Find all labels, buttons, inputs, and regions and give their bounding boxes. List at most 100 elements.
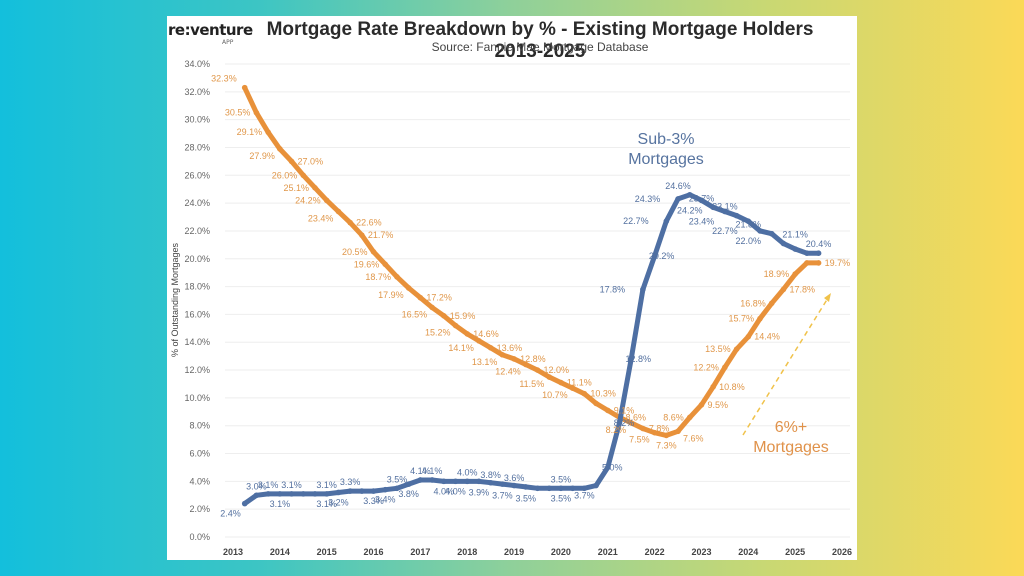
series-lines [241,84,822,507]
data-point-6plus [464,331,471,337]
data-point-sub3 [253,492,260,499]
y-tick-label: 34.0% [184,59,210,69]
data-label-6plus: 9.5% [707,400,728,410]
data-label-sub3: 21.1% [782,229,808,239]
brand-logo-subtext: APP [222,39,234,46]
data-label-sub3: 3.8% [398,489,419,499]
data-label-sub3: 3.1% [316,499,337,509]
annotation-dashed-arrow [742,297,829,436]
y-axis-label: % of Outstanding Mortgages [170,242,180,357]
x-tick-label: 2013 [223,547,243,557]
data-label-sub3: 23.1% [712,202,738,212]
data-point-sub3 [394,485,400,492]
series-line-sub3 [242,192,822,507]
y-tick-label: 14.0% [184,337,210,347]
data-label-sub3: 22.0% [736,236,762,246]
data-label-6plus: 16.8% [740,298,766,308]
data-label-sub3: 3.5% [387,474,408,484]
data-label-sub3: 8.2% [614,418,635,428]
data-point-sub3 [733,212,740,219]
data-label-6plus: 26.0% [272,170,298,180]
y-tick-label: 10.0% [184,393,210,403]
data-label-6plus: 7.3% [656,440,677,450]
chart-title: Mortgage Rate Breakdown by % - Existing … [266,19,814,62]
data-label-6plus: 12.0% [544,365,570,375]
data-point-6plus [487,345,494,351]
data-point-6plus [300,172,307,179]
data-label-6plus: 23.4% [308,213,334,223]
x-tick-label: 2016 [364,547,384,557]
data-point-6plus [569,385,576,391]
data-point-6plus [534,367,541,373]
data-label-6plus: 21.7% [368,230,394,240]
data-point-6plus [804,260,810,266]
data-point-sub3 [370,488,377,494]
data-point-6plus [347,219,353,226]
data-point-6plus [499,351,506,358]
data-label-6plus: 15.2% [425,328,451,338]
x-tick-label: 2015 [317,547,337,557]
data-label-6plus: 19.6% [354,259,380,269]
annotation-6plus-line1: 6%+ [775,419,807,436]
data-point-6plus [476,338,482,344]
data-point-6plus [359,232,365,238]
data-label-sub3: 4.0% [457,467,478,477]
data-point-sub3 [569,485,576,492]
data-label-sub3: 3.6% [504,473,525,483]
data-point-6plus [546,374,553,380]
y-tick-label: 18.0% [184,282,210,292]
x-tick-label: 2020 [551,547,571,557]
data-point-sub3 [745,218,752,225]
y-tick-label: 22.0% [184,226,210,236]
data-point-6plus [452,322,459,329]
x-tick-label: 2026 [832,547,852,557]
data-label-6plus: 29.1% [237,127,263,137]
data-label-sub3: 22.7% [712,226,738,236]
data-label-6plus: 18.7% [365,272,391,282]
data-label-6plus: 7.8% [649,423,670,433]
data-label-6plus: 13.5% [705,344,731,354]
data-point-sub3 [522,484,529,490]
data-label-sub3: 5.0% [602,462,623,472]
data-point-6plus [323,197,330,204]
x-tick-label: 2023 [691,547,711,557]
data-label-sub3: 3.7% [492,491,513,501]
data-point-sub3 [347,488,353,494]
y-tick-label: 8.0% [189,421,210,431]
data-point-6plus [675,428,681,435]
data-point-6plus [698,402,705,408]
data-label-sub3: 24.6% [665,181,691,191]
data-label-sub3: 3.1% [270,499,291,509]
data-label-6plus: 14.1% [448,343,474,353]
data-point-sub3 [312,491,318,497]
data-point-sub3 [780,240,787,247]
data-point-sub3 [628,356,634,362]
data-label-6plus: 19.7% [825,258,851,268]
y-tick-label: 16.0% [184,309,210,319]
data-point-6plus [581,390,588,397]
data-point-sub3 [593,482,599,489]
y-tick-label: 2.0% [189,504,210,514]
y-tick-label: 30.0% [184,115,210,125]
y-tick-label: 24.0% [184,198,210,208]
y-tick-label: 0.0% [189,532,210,542]
data-label-6plus: 8.6% [625,412,646,422]
data-label-6plus: 11.5% [519,379,544,389]
data-point-6plus [312,185,318,191]
data-point-6plus [628,420,634,426]
data-point-sub3 [405,481,412,487]
data-point-6plus [640,425,646,432]
data-point-6plus [405,285,412,291]
data-label-sub3: 3.4% [375,495,396,505]
chart-subtitle: Source: Fannie Mae Mortgage Database [431,40,649,54]
data-point-sub3 [300,491,307,497]
x-tick-label: 2024 [738,547,758,557]
data-label-sub3: 3.1% [281,480,302,490]
data-label-6plus: 10.7% [542,390,568,400]
data-point-6plus [382,261,389,268]
brand-logo: re:venture [168,21,253,39]
x-tick-label: 2017 [410,547,430,557]
data-label-sub3: 3.8% [480,470,501,480]
data-point-6plus [768,300,775,307]
